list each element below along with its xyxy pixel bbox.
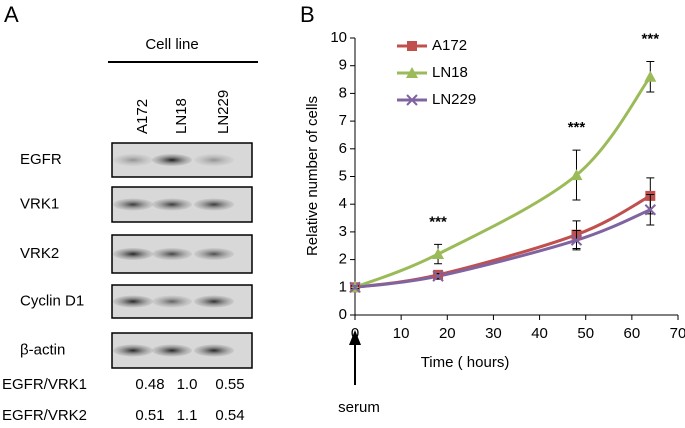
band: [152, 295, 192, 308]
panel-label: B: [300, 2, 315, 27]
y-tick-label: 5: [339, 167, 347, 184]
y-tick-label: 0: [339, 306, 347, 323]
significance: ***: [429, 213, 447, 230]
y-tick-label: 10: [330, 29, 347, 46]
marker: [406, 94, 418, 106]
band: [194, 198, 234, 211]
marker: [349, 281, 361, 294]
ratio-name: EGFR/VRK2: [2, 407, 87, 424]
blot-label: VRK2: [20, 245, 59, 262]
series-line: [354, 208, 651, 289]
marker: [644, 70, 657, 82]
y-tick-label: 8: [339, 84, 347, 101]
marker: [570, 169, 583, 181]
band: [113, 295, 153, 308]
lane-label: LN229: [215, 90, 232, 134]
y-tick-label: 4: [339, 195, 347, 212]
lane-label: LN18: [173, 98, 190, 134]
x-tick-label: 70: [670, 325, 685, 342]
series-line: [354, 194, 652, 289]
y-tick-label: 9: [339, 57, 347, 74]
ratio-value: 0.54: [215, 407, 244, 424]
blot-label: VRK1: [20, 195, 59, 212]
significance: ***: [568, 119, 586, 136]
band: [113, 248, 153, 260]
ratio-value: 1.1: [177, 407, 198, 424]
x-tick-label: 40: [531, 325, 548, 342]
blot-label: β-actin: [20, 341, 65, 358]
band: [194, 295, 234, 308]
ratio-value: 1.0: [177, 376, 198, 393]
y-tick-label: 3: [339, 223, 347, 240]
ratio-name: EGFR/VRK1: [2, 376, 87, 393]
legend-label: LN18: [432, 64, 468, 81]
blot-label: Cyclin D1: [20, 292, 84, 309]
arrow-label: serum: [338, 399, 380, 416]
marker: [432, 248, 445, 260]
series-line: [354, 75, 652, 289]
legend-label: LN229: [432, 91, 476, 108]
x-axis-label: Time ( hours): [421, 354, 510, 371]
y-tick-label: 7: [339, 112, 347, 129]
y-tick-label: 1: [339, 278, 347, 295]
panel-label: A: [4, 2, 19, 27]
band: [152, 248, 192, 260]
header: Cell line: [145, 36, 198, 53]
marker: [406, 67, 418, 78]
x-tick-label: 10: [393, 325, 410, 342]
band: [194, 344, 234, 357]
x-tick-label: 20: [439, 325, 456, 342]
panel-b: B Time ( hours) Relative number of cells…: [300, 2, 685, 416]
y-tick-label: 6: [339, 140, 347, 157]
band: [152, 154, 192, 166]
band: [194, 154, 234, 166]
y-axis-label: Relative number of cells: [304, 96, 321, 256]
band: [113, 198, 153, 211]
blot-label: EGFR: [20, 151, 62, 168]
marker: [644, 204, 657, 216]
x-tick-label: 50: [577, 325, 594, 342]
panel-a: A Cell line A172 LN18 LN229 EGFR VRK1 VRK2 Cyc…: [2, 2, 258, 424]
x-tick-label: 60: [624, 325, 641, 342]
ratio-value: 0.55: [215, 376, 244, 393]
band: [152, 198, 192, 211]
arrow-head: [349, 330, 361, 345]
marker: [432, 270, 444, 282]
y-tick-label: 2: [339, 251, 347, 268]
legend-label: A172: [432, 37, 467, 54]
marker: [407, 41, 417, 51]
x-tick-label: 30: [485, 325, 502, 342]
ratio-value: 0.48: [135, 376, 164, 393]
ratio-value: 0.51: [135, 407, 164, 424]
lane-label: A172: [134, 99, 151, 134]
band: [113, 344, 153, 357]
band: [194, 248, 234, 260]
significance: ***: [642, 31, 660, 48]
marker: [570, 234, 583, 246]
band: [113, 154, 153, 166]
band: [152, 344, 192, 357]
